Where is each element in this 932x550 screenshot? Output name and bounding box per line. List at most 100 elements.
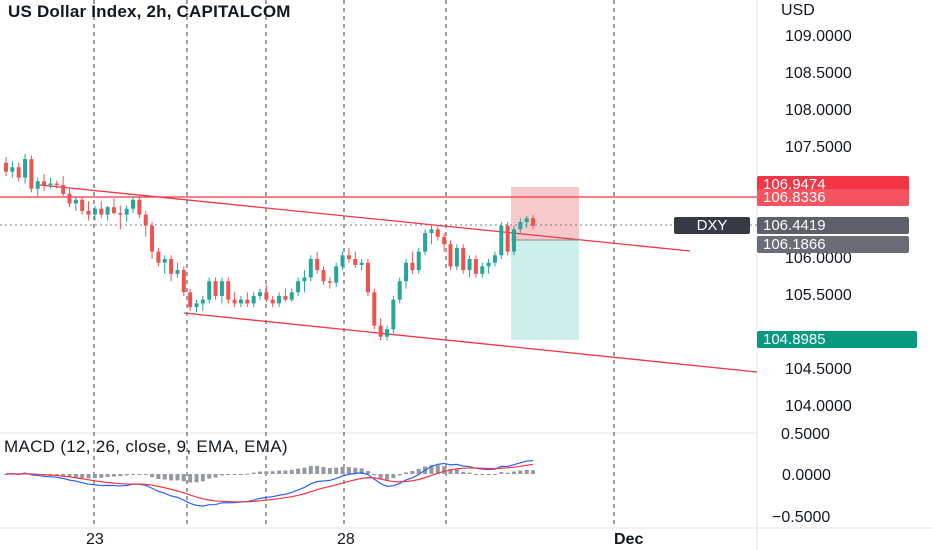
candle[interactable] xyxy=(397,277,402,304)
candle[interactable] xyxy=(378,318,383,341)
candle[interactable] xyxy=(194,299,199,313)
candle[interactable] xyxy=(473,255,478,278)
candle[interactable] xyxy=(365,259,370,296)
candle[interactable] xyxy=(156,247,161,267)
candle[interactable] xyxy=(334,262,339,288)
candle[interactable] xyxy=(131,196,135,214)
candle[interactable] xyxy=(359,259,364,271)
candle[interactable] xyxy=(86,201,91,221)
candle[interactable] xyxy=(353,251,358,268)
candle[interactable] xyxy=(461,244,466,274)
candle[interactable] xyxy=(118,205,123,230)
candle[interactable] xyxy=(16,162,21,182)
candle[interactable] xyxy=(42,173,47,191)
candle[interactable] xyxy=(150,222,155,259)
candle[interactable] xyxy=(169,255,174,282)
candle[interactable] xyxy=(213,277,218,300)
lower-trendline[interactable] xyxy=(183,312,758,373)
candle[interactable] xyxy=(162,255,167,274)
candle[interactable] xyxy=(258,288,262,300)
candle[interactable] xyxy=(486,259,491,274)
candle[interactable] xyxy=(448,240,453,271)
candle[interactable] xyxy=(524,216,529,228)
candle[interactable] xyxy=(442,233,447,252)
candle[interactable] xyxy=(111,198,116,215)
candle[interactable] xyxy=(219,277,224,304)
candle[interactable] xyxy=(277,292,282,308)
candle[interactable] xyxy=(92,205,97,221)
candle[interactable] xyxy=(105,205,110,221)
candlestick-series[interactable] xyxy=(4,153,536,341)
currency-label[interactable]: USD xyxy=(781,2,815,19)
candle[interactable] xyxy=(226,277,231,304)
candle[interactable] xyxy=(80,196,85,215)
candle[interactable] xyxy=(308,255,313,282)
signal-line xyxy=(5,463,534,503)
candle[interactable] xyxy=(410,251,415,274)
candle[interactable] xyxy=(175,262,180,278)
candle[interactable] xyxy=(289,288,294,302)
candle[interactable] xyxy=(492,251,497,267)
candle[interactable] xyxy=(416,247,421,274)
candle[interactable] xyxy=(518,218,523,234)
candle-body xyxy=(442,236,447,245)
candle[interactable] xyxy=(124,205,129,222)
candle[interactable] xyxy=(283,288,288,302)
upper-trendline[interactable] xyxy=(39,184,691,252)
candle[interactable] xyxy=(391,296,396,333)
candle[interactable] xyxy=(188,288,193,311)
macd-histogram-bar xyxy=(321,466,326,474)
candle[interactable] xyxy=(404,259,409,289)
candle[interactable] xyxy=(480,262,485,278)
candle[interactable] xyxy=(4,156,8,177)
candle[interactable] xyxy=(245,292,250,308)
chart-title[interactable]: US Dollar Index, 2h, CAPITALCOM xyxy=(8,2,291,21)
stop-loss-zone[interactable] xyxy=(511,187,579,240)
candle[interactable] xyxy=(321,266,326,285)
candle[interactable] xyxy=(29,155,34,193)
candle[interactable] xyxy=(512,225,516,256)
macd-histogram-bar xyxy=(169,474,174,481)
candle[interactable] xyxy=(340,251,345,271)
candle[interactable] xyxy=(10,161,15,178)
candle-body xyxy=(245,299,250,304)
candle-body xyxy=(118,213,123,215)
candle[interactable] xyxy=(346,247,351,263)
candle[interactable] xyxy=(238,296,243,308)
candle[interactable] xyxy=(232,292,237,308)
candle[interactable] xyxy=(207,277,212,304)
take-profit-zone[interactable] xyxy=(511,240,579,340)
candle[interactable] xyxy=(505,222,510,256)
candle[interactable] xyxy=(531,214,536,230)
candle[interactable] xyxy=(454,244,459,271)
candle[interactable] xyxy=(143,210,148,237)
candle[interactable] xyxy=(315,251,320,274)
candle[interactable] xyxy=(200,296,205,311)
macd-indicator-title[interactable]: MACD (12, 26, close, 9, EMA, EMA) xyxy=(4,437,288,456)
candle[interactable] xyxy=(61,176,66,197)
candle[interactable] xyxy=(251,292,256,308)
candle[interactable] xyxy=(23,153,28,184)
candle[interactable] xyxy=(372,288,377,330)
candle[interactable] xyxy=(429,225,434,245)
candle[interactable] xyxy=(264,284,269,302)
candle[interactable] xyxy=(73,196,78,211)
candle[interactable] xyxy=(327,277,332,289)
candle[interactable] xyxy=(302,270,307,293)
candle[interactable] xyxy=(54,180,59,189)
candle[interactable] xyxy=(181,266,186,296)
candle[interactable] xyxy=(423,229,428,256)
candle[interactable] xyxy=(67,188,72,208)
candle[interactable] xyxy=(467,255,472,278)
candle[interactable] xyxy=(99,201,104,219)
candle[interactable] xyxy=(35,177,40,197)
candle[interactable] xyxy=(385,325,389,341)
candle[interactable] xyxy=(270,296,275,308)
candle[interactable] xyxy=(137,196,142,219)
macd-histogram-bar xyxy=(162,474,167,480)
candle[interactable] xyxy=(499,222,504,259)
candle[interactable] xyxy=(48,177,53,189)
candle[interactable] xyxy=(296,277,301,297)
candle[interactable] xyxy=(435,225,440,241)
